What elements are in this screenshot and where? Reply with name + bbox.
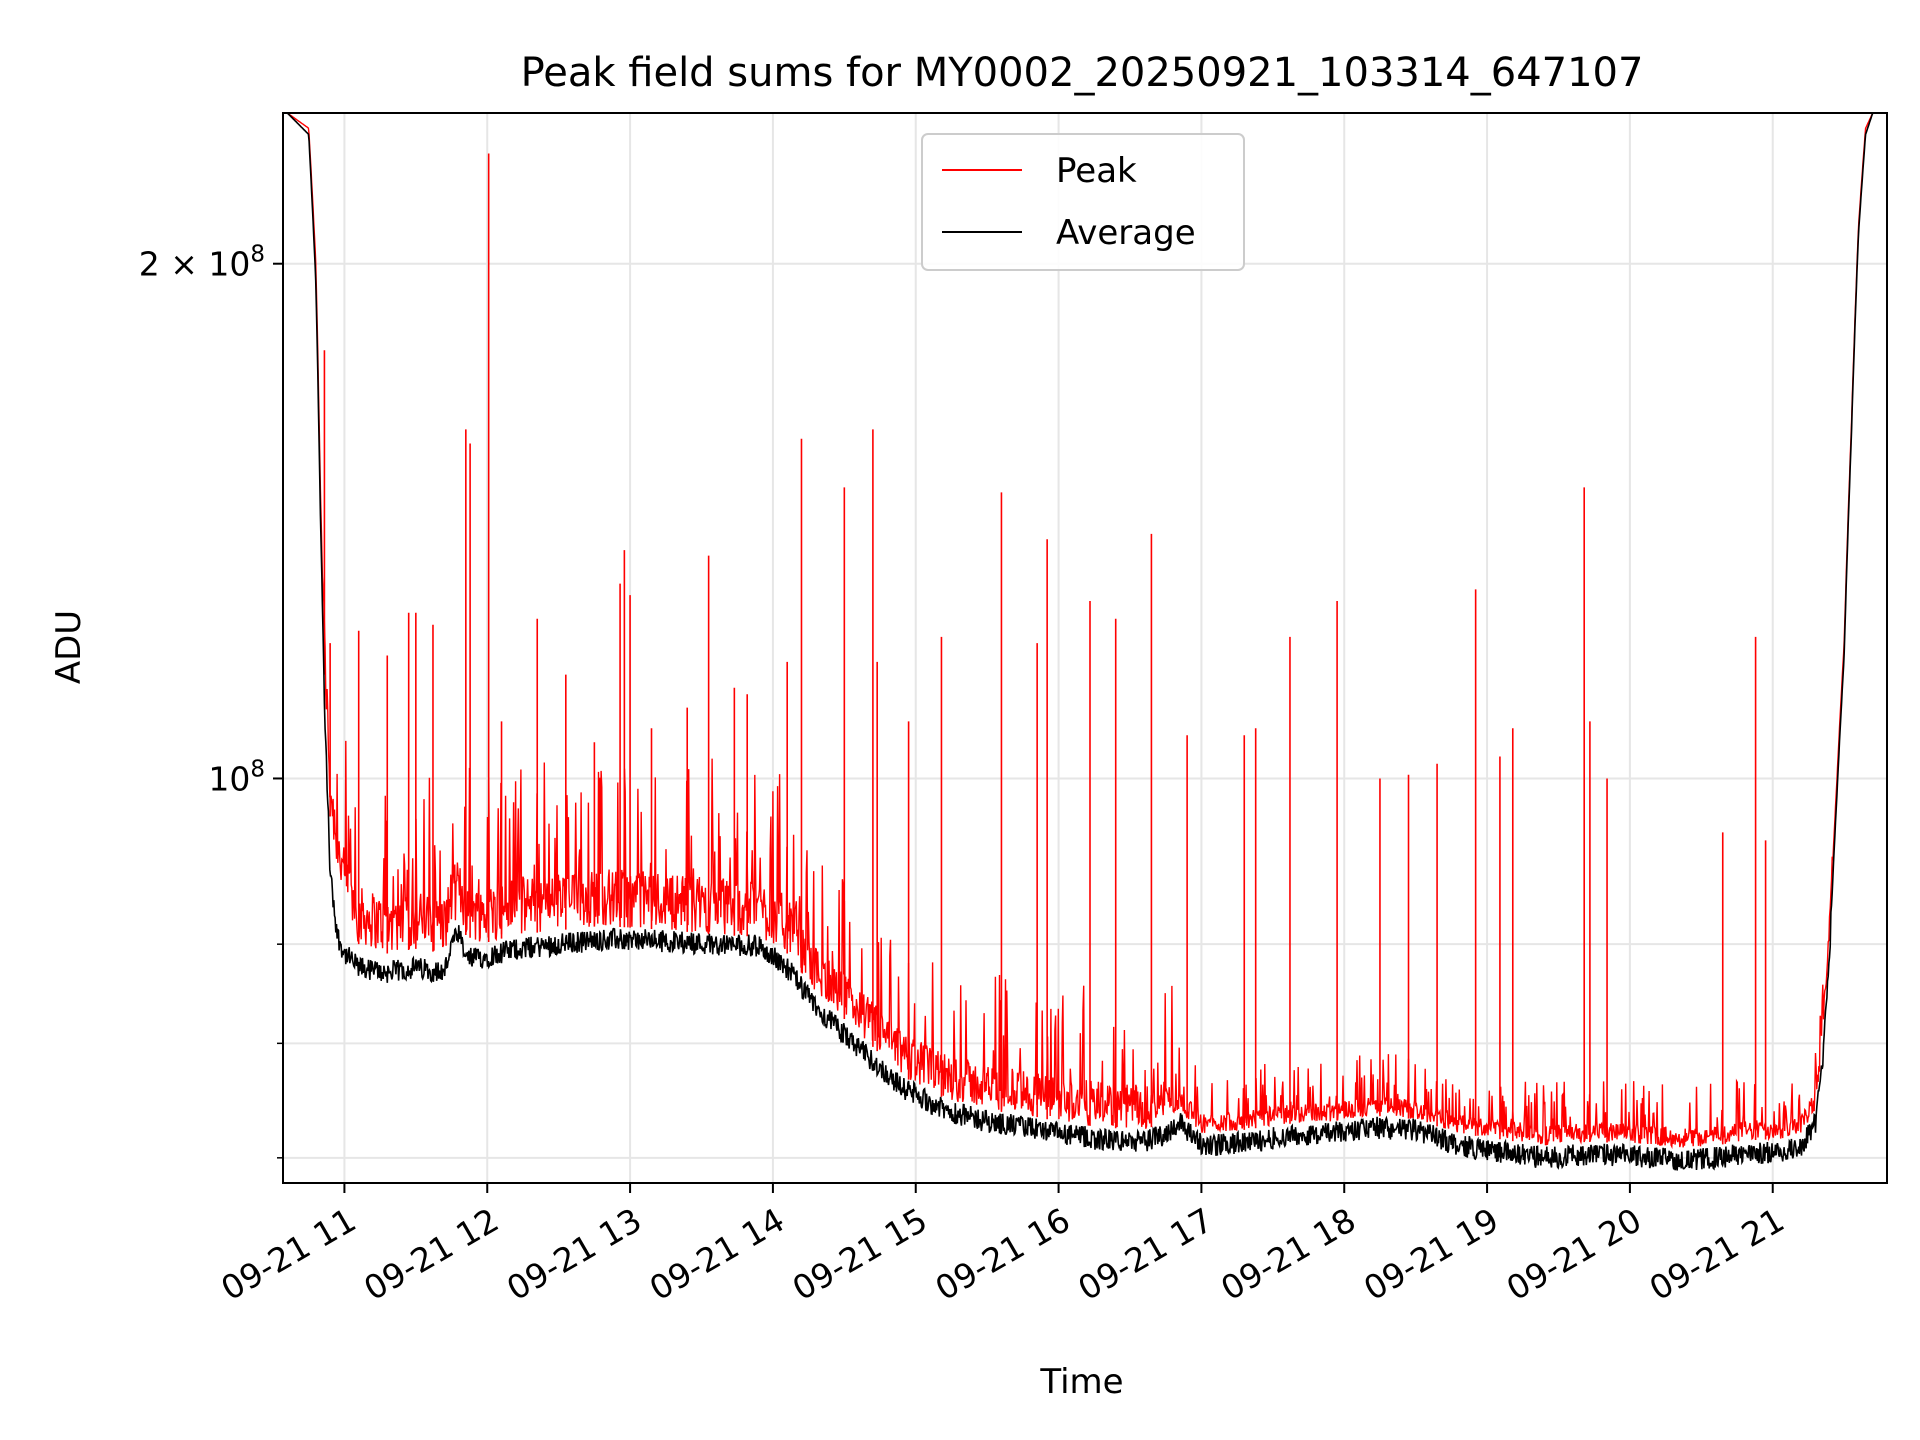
series-layer xyxy=(283,113,1887,1171)
y-axis-label: ADU xyxy=(49,610,89,684)
x-tick-label: 09-21 13 xyxy=(500,1200,648,1308)
grid-lines xyxy=(283,113,1887,1183)
x-tick-label: 09-21 12 xyxy=(357,1200,505,1308)
y-tick-label: 2 × 108 xyxy=(139,242,265,284)
x-tick-label: 09-21 11 xyxy=(214,1200,362,1308)
y-tick-exp: 8 xyxy=(250,756,265,782)
series-peak-line xyxy=(283,113,1887,1150)
legend-box xyxy=(921,133,1245,271)
x-axis-label: Time xyxy=(1039,1362,1123,1402)
legend-peak-label: Peak xyxy=(1056,151,1137,191)
x-tick-label: 09-21 17 xyxy=(1071,1200,1219,1308)
x-tick-label: 09-21 20 xyxy=(1500,1200,1648,1308)
x-tick-label: 09-21 18 xyxy=(1214,1200,1362,1308)
chart-title: Peak field sums for MY0002_20250921_1033… xyxy=(521,50,1644,96)
plot-frame xyxy=(282,112,1888,1184)
x-tick-label: 09-21 21 xyxy=(1643,1200,1791,1308)
x-tick-label: 09-21 15 xyxy=(786,1200,934,1308)
y-tick-base: 10 xyxy=(208,759,250,798)
y-tick-exp: 8 xyxy=(250,242,265,268)
y-tick-base: 10 xyxy=(208,245,250,284)
series-peak-spikes xyxy=(323,153,1767,1145)
y-tick-coef: 2 × xyxy=(139,245,209,284)
x-tick-label: 09-21 16 xyxy=(929,1200,1077,1308)
y-tick-label: 108 xyxy=(208,756,265,798)
x-tick-label: 09-21 19 xyxy=(1357,1200,1505,1308)
series-average-line xyxy=(283,113,1887,1171)
legend: Peak Average xyxy=(921,133,1245,271)
x-tick-label: 09-21 14 xyxy=(643,1200,791,1308)
legend-average-label: Average xyxy=(1056,213,1196,253)
